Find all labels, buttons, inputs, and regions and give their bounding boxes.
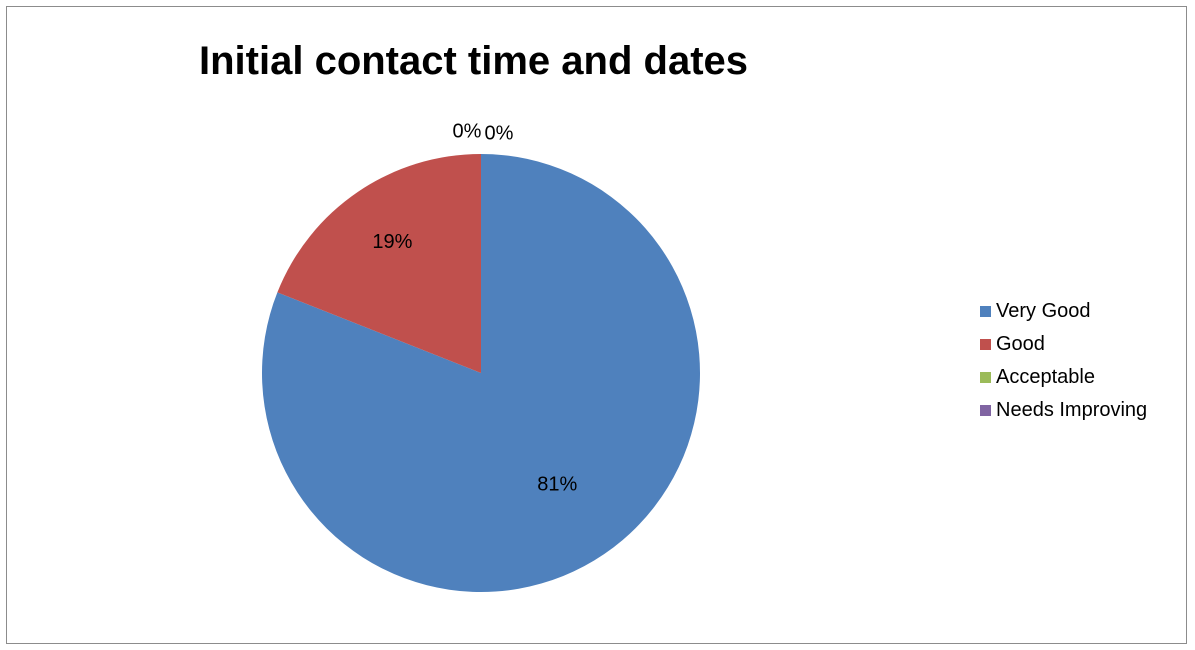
legend-swatch-needs-improving xyxy=(980,405,991,416)
legend-label-acceptable: Acceptable xyxy=(996,366,1095,388)
data-label-good: 19% xyxy=(372,231,412,253)
pie-chart: 81% 19% 0% 0% xyxy=(262,120,700,592)
legend-item-very-good: Very Good xyxy=(980,295,1147,328)
legend-label-very-good: Very Good xyxy=(996,300,1091,322)
legend-label-needs-improving: Needs Improving xyxy=(996,399,1148,421)
legend-item-acceptable: Acceptable xyxy=(980,361,1147,394)
legend-item-needs-improving: Needs Improving xyxy=(980,394,1147,427)
pie-slice-good xyxy=(277,154,481,373)
legend-item-good: Good xyxy=(980,328,1147,361)
chart-title: Initial contact time and dates xyxy=(199,39,749,83)
legend-swatch-good xyxy=(980,339,991,350)
legend-swatch-very-good xyxy=(980,306,991,317)
data-label-acceptable: 0% xyxy=(453,120,482,142)
legend-swatch-acceptable xyxy=(980,372,991,383)
data-label-very-good: 81% xyxy=(537,474,577,496)
legend-label-good: Good xyxy=(996,333,1045,355)
chart-legend: Very Good Good Acceptable Needs Improving xyxy=(980,295,1147,427)
data-label-needs-improving: 0% xyxy=(485,122,514,144)
chart-area: Initial contact time and dates 81% 19% 0% 0… xyxy=(6,6,1187,644)
